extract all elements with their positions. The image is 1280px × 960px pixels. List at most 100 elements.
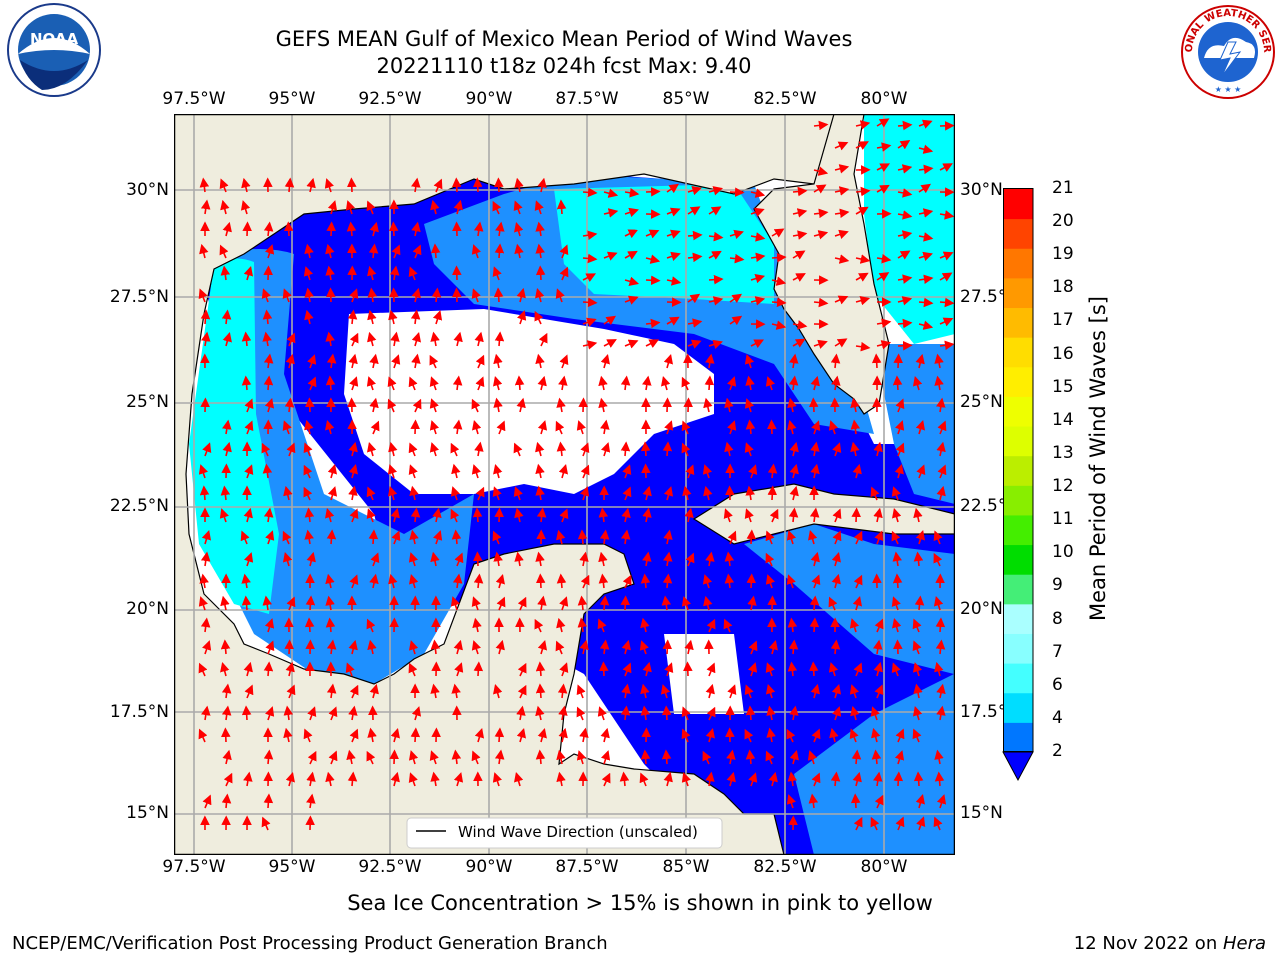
wave-direction-arrow (496, 596, 506, 611)
colorbar-tick-label: 15 (1052, 376, 1074, 397)
wave-direction-arrow (283, 727, 293, 743)
wave-direction-arrow (876, 184, 890, 194)
lat-label: 25°N (126, 392, 169, 412)
wave-direction-arrow (432, 310, 443, 325)
wave-direction-arrow (579, 727, 589, 743)
wave-direction-arrow (787, 617, 798, 633)
wave-direction-arrow (855, 120, 871, 130)
wave-direction-arrow (535, 287, 545, 303)
map-frame (174, 114, 955, 855)
wave-direction-arrow (687, 252, 703, 263)
wave-direction-arrow (834, 141, 849, 151)
wave-direction-arrow (306, 793, 316, 809)
wave-direction-arrow (792, 230, 808, 240)
wave-direction-arrow (850, 441, 860, 457)
wave-direction-arrow (918, 119, 933, 129)
wave-direction-arrow (537, 420, 548, 435)
wave-direction-arrow (661, 595, 672, 611)
wave-direction-arrow (876, 254, 892, 264)
wave-direction-arrow (939, 317, 954, 327)
footer-date: 12 Nov 2022 on Hera (1074, 933, 1266, 954)
wave-direction-arrow (537, 177, 547, 193)
wave-direction-arrow (516, 727, 526, 743)
wave-direction-arrow (369, 353, 379, 369)
wave-direction-arrow (708, 274, 724, 285)
wave-direction-arrow (645, 254, 661, 264)
wave-direction-arrow (933, 530, 943, 545)
wave-direction-arrow (603, 315, 617, 326)
wave-direction-arrow (263, 353, 274, 369)
wave-direction-arrow (810, 683, 820, 699)
wave-direction-arrow (912, 375, 923, 391)
wave-direction-arrow (411, 177, 421, 193)
wave-direction-arrow (473, 573, 484, 589)
wave-direction-arrow (724, 397, 734, 413)
wave-direction-arrow (221, 793, 232, 809)
wave-direction-arrow (727, 684, 737, 699)
wave-direction-arrow (580, 464, 590, 479)
wave-direction-arrow (787, 419, 797, 435)
wave-direction-arrow (326, 529, 337, 545)
wave-direction-arrow (729, 187, 745, 198)
colorbar-segment (1004, 633, 1033, 664)
wave-direction-arrow (666, 276, 682, 286)
wave-direction-arrow (494, 727, 505, 743)
wave-direction-arrow (789, 441, 799, 457)
wave-direction-arrow (474, 727, 485, 743)
wave-direction-arrow (306, 551, 316, 567)
wave-direction-arrow (408, 376, 418, 391)
wave-direction-arrow (409, 485, 419, 501)
wave-direction-arrow (369, 221, 379, 237)
wave-direction-arrow (897, 340, 913, 351)
wave-direction-arrow (703, 397, 713, 413)
wave-direction-arrow (661, 749, 672, 765)
wave-direction-arrow (219, 508, 229, 523)
wave-direction-arrow (600, 419, 610, 435)
wave-direction-arrow (599, 529, 610, 545)
wave-direction-arrow (855, 272, 869, 282)
wave-direction-arrow (283, 221, 294, 237)
wave-direction-arrow (366, 618, 376, 633)
lat-label: 17.5°N (109, 702, 169, 722)
footer-date-text: 12 Nov 2022 on (1073, 933, 1223, 954)
colorbar-tick-label: 16 (1052, 343, 1074, 364)
wave-direction-arrow (535, 749, 546, 765)
wave-direction-arrow (683, 661, 693, 677)
lat-label: 30°N (126, 180, 169, 200)
wave-direction-arrow (198, 728, 208, 743)
wave-direction-arrow (809, 617, 820, 633)
wave-direction-arrow (368, 243, 379, 259)
colorbar-segment (1004, 337, 1033, 368)
wave-direction-arrow (786, 728, 796, 743)
wave-direction-arrow (282, 530, 292, 545)
wave-direction-arrow (662, 639, 673, 655)
wave-direction-arrow (705, 771, 715, 787)
wave-direction-arrow (514, 177, 524, 193)
wave-direction-arrow (788, 639, 799, 655)
wave-direction-arrow (244, 420, 254, 435)
wave-direction-arrow (221, 705, 232, 721)
wave-direction-arrow (603, 251, 618, 261)
wave-direction-arrow (913, 771, 924, 787)
wave-direction-arrow (577, 617, 588, 633)
wave-direction-arrow (936, 705, 946, 721)
wave-direction-arrow (642, 661, 652, 677)
wave-direction-arrow (642, 375, 652, 391)
wave-direction-arrow (918, 251, 933, 262)
wave-direction-arrow (556, 397, 566, 413)
wave-direction-arrow (220, 639, 231, 655)
wave-direction-arrow (829, 727, 839, 743)
wave-direction-arrow (578, 397, 588, 413)
colorbar-segment (1004, 277, 1033, 309)
wave-direction-arrow (895, 398, 905, 413)
wave-direction-arrow (852, 463, 862, 479)
wave-direction-arrow (765, 552, 775, 567)
wave-direction-arrow (768, 639, 778, 655)
wave-direction-arrow (853, 530, 863, 545)
wave-direction-arrow (662, 573, 673, 589)
wave-direction-arrow (892, 573, 903, 589)
wave-direction-arrow (834, 164, 850, 174)
wave-direction-arrow (663, 486, 674, 501)
wave-direction-arrow (621, 639, 631, 655)
wave-direction-arrow (222, 331, 232, 347)
